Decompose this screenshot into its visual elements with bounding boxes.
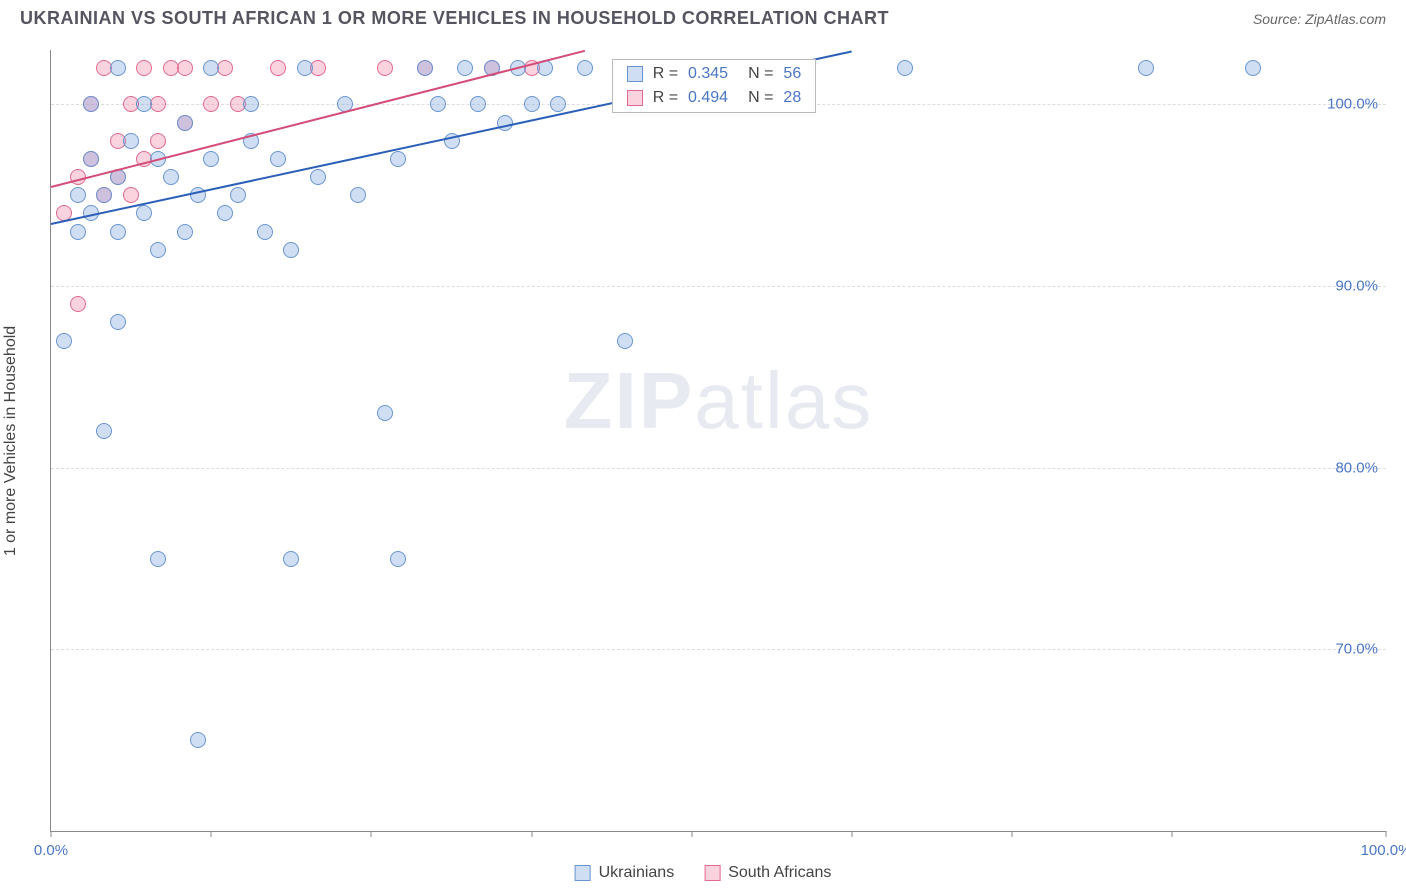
legend-stats-row: R = 0.494 N = 28 [613,86,816,110]
scatter-point [470,96,486,112]
scatter-point [1245,60,1261,76]
scatter-point [390,151,406,167]
scatter-point [83,151,99,167]
scatter-point [377,60,393,76]
gridline-h [51,649,1386,650]
scatter-point [243,96,259,112]
legend-n-label: N = [748,65,773,83]
x-tick-mark [51,831,52,837]
scatter-point [96,187,112,203]
scatter-point [136,96,152,112]
legend-stats: R = 0.345 N = 56 R = 0.494 N = 28 [612,59,817,113]
plot-region: 1 or more Vehicles in Household ZIPatlas… [50,50,1386,832]
legend-r-label: R = [653,89,678,107]
legend-n-value: 28 [783,89,801,107]
scatter-point [83,96,99,112]
legend-n-value: 56 [783,65,801,83]
scatter-point [230,187,246,203]
x-tick-mark [852,831,853,837]
scatter-point [457,60,473,76]
legend-stats-row: R = 0.345 N = 56 [613,62,816,86]
legend-n-label: N = [748,89,773,107]
scatter-point [163,169,179,185]
legend-swatch [704,865,720,881]
scatter-point [390,551,406,567]
scatter-point [283,242,299,258]
scatter-point [136,205,152,221]
x-tick-mark [531,831,532,837]
gridline-h [51,468,1386,469]
scatter-point [524,96,540,112]
scatter-point [110,224,126,240]
scatter-point [283,551,299,567]
legend-swatch [627,66,643,82]
x-tick-mark [1012,831,1013,837]
watermark: ZIPatlas [564,355,873,447]
scatter-point [310,169,326,185]
scatter-point [56,333,72,349]
scatter-point [110,314,126,330]
scatter-point [70,187,86,203]
y-tick-label: 80.0% [1335,459,1378,476]
x-tick-mark [691,831,692,837]
x-tick-mark [1386,831,1387,837]
x-tick-mark [371,831,372,837]
scatter-point [203,151,219,167]
legend-r-label: R = [653,65,678,83]
scatter-point [177,60,193,76]
scatter-point [617,333,633,349]
scatter-point [177,224,193,240]
source-label: Source: ZipAtlas.com [1253,11,1386,27]
scatter-point [1138,60,1154,76]
scatter-point [96,423,112,439]
legend-label: South Africans [728,864,831,882]
scatter-point [577,60,593,76]
legend-r-value: 0.494 [688,89,728,107]
scatter-point [297,60,313,76]
scatter-point [270,151,286,167]
scatter-point [177,115,193,131]
scatter-point [897,60,913,76]
legend-swatch [575,865,591,881]
x-tick-label: 0.0% [34,842,68,859]
scatter-point [70,224,86,240]
scatter-point [150,551,166,567]
legend-swatch [627,90,643,106]
scatter-point [417,60,433,76]
legend-item: South Africans [704,864,831,882]
legend-r-value: 0.345 [688,65,728,83]
scatter-point [203,60,219,76]
x-tick-label: 100.0% [1361,842,1406,859]
scatter-point [123,187,139,203]
scatter-point [70,296,86,312]
scatter-point [203,96,219,112]
scatter-point [110,60,126,76]
scatter-point [550,96,566,112]
scatter-point [430,96,446,112]
legend-label: Ukrainians [599,864,675,882]
legend-bottom: Ukrainians South Africans [575,864,832,882]
y-tick-label: 100.0% [1327,96,1378,113]
scatter-point [350,187,366,203]
chart-title: UKRAINIAN VS SOUTH AFRICAN 1 OR MORE VEH… [20,8,889,29]
x-tick-mark [1172,831,1173,837]
scatter-point [377,405,393,421]
scatter-point [136,60,152,76]
chart-area: 1 or more Vehicles in Household ZIPatlas… [50,50,1386,832]
y-tick-label: 90.0% [1335,278,1378,295]
y-tick-label: 70.0% [1335,641,1378,658]
y-axis-label: 1 or more Vehicles in Household [2,325,20,555]
scatter-point [190,732,206,748]
x-tick-mark [211,831,212,837]
scatter-point [270,60,286,76]
scatter-point [150,242,166,258]
scatter-point [217,205,233,221]
scatter-point [123,133,139,149]
scatter-point [150,133,166,149]
legend-item: Ukrainians [575,864,675,882]
gridline-h [51,286,1386,287]
scatter-point [257,224,273,240]
